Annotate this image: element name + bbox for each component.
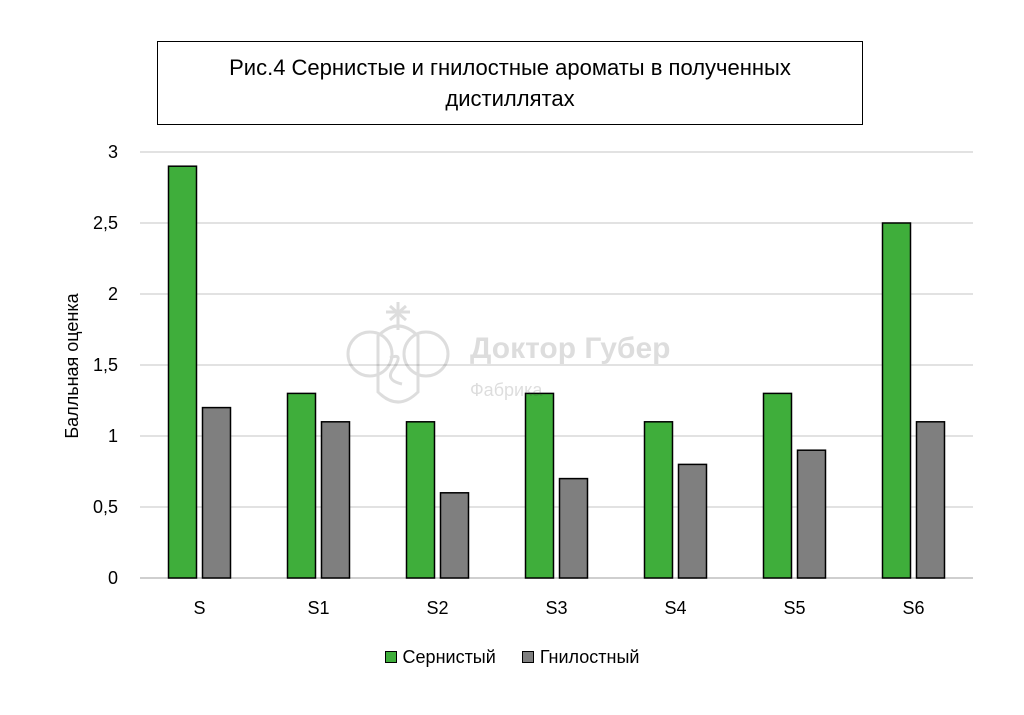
- bar-S3-sulfur: [524, 392, 555, 579]
- x-tick-labels: S S1 S2 S3 S4 S5 S6: [193, 598, 924, 618]
- bar-S-sulfur: [167, 165, 198, 579]
- legend-label: Сернистый: [402, 646, 496, 667]
- bar-S3-putrid: [558, 477, 589, 579]
- legend-item-sulfur: Сернистый: [384, 646, 496, 668]
- bar-S-putrid: [201, 406, 232, 579]
- legend-item-putrid: Гнилостный: [521, 646, 640, 668]
- x-tick-label: S1: [307, 598, 329, 618]
- y-tick-label: 2,5: [93, 213, 118, 233]
- chart-title: Рис.4 Сернистые и гнилостные ароматы в п…: [157, 41, 863, 125]
- y-tick-label: 0: [108, 568, 118, 588]
- bar-S5-sulfur: [762, 392, 793, 579]
- x-tick-label: S4: [664, 598, 686, 618]
- y-tick-labels: 0 0,5 1 1,5 2 2,5 3: [93, 142, 118, 588]
- legend-label: Гнилостный: [539, 646, 640, 667]
- legend-swatch: [384, 651, 397, 663]
- bar-S6-sulfur: [881, 222, 912, 579]
- y-tick-label: 1: [108, 426, 118, 446]
- y-tick-label: 3: [108, 142, 118, 162]
- bar-S4-sulfur: [643, 421, 674, 579]
- y-tick-label: 2: [108, 284, 118, 304]
- x-tick-label: S: [193, 598, 205, 618]
- y-tick-label: 0,5: [93, 497, 118, 517]
- bar-S2-putrid: [439, 492, 470, 579]
- gridlines: [140, 151, 973, 579]
- bar-S2-sulfur: [405, 421, 436, 579]
- y-axis-label: Балльная оценка: [62, 292, 82, 438]
- bar-S1-sulfur: [286, 392, 317, 579]
- x-tick-label: S3: [545, 598, 567, 618]
- bar-S5-putrid: [796, 449, 827, 579]
- x-tick-label: S2: [426, 598, 448, 618]
- bars: [167, 165, 946, 579]
- bar-S4-putrid: [677, 463, 708, 579]
- x-tick-label: S6: [902, 598, 924, 618]
- legend: Сернистый Гнилостный: [0, 645, 1024, 669]
- x-tick-label: S5: [783, 598, 805, 618]
- bar-S6-putrid: [915, 421, 946, 579]
- y-tick-label: 1,5: [93, 355, 118, 375]
- bar-S1-putrid: [320, 421, 351, 579]
- legend-swatch: [521, 651, 534, 663]
